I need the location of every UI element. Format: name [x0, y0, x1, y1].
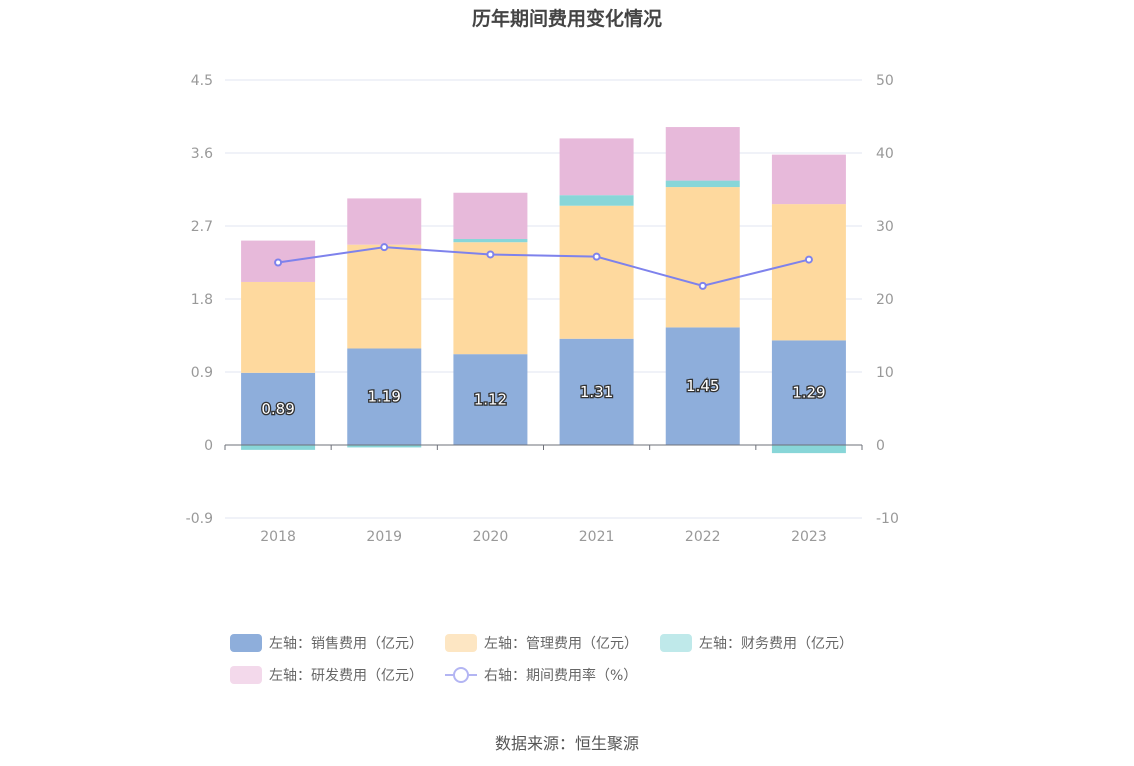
bar-rd-2020 — [453, 192, 528, 239]
bar-sales-2018 — [241, 372, 316, 445]
x-axis-label-2018: 2018 — [260, 529, 296, 545]
bar-admin-2023 — [771, 204, 846, 341]
legend-row-1: 左轴：销售费用（亿元） 左轴：管理费用（亿元） 左轴：财务费用（亿元） — [230, 632, 930, 654]
legend-label-rd: 左轴：研发费用（亿元） — [269, 668, 423, 684]
x-axis-label-2020: 2020 — [473, 529, 509, 545]
bar-sales-2020 — [453, 354, 528, 445]
right-axis-tick-label: 20 — [876, 292, 894, 308]
bar-admin-2022 — [665, 187, 740, 328]
bar-finance-2022 — [665, 180, 740, 188]
left-axis-tick-label: -0.9 — [186, 511, 213, 527]
bar-finance-2021 — [559, 195, 634, 206]
expense-ratio-point-2018 — [274, 258, 283, 267]
legend-label-sales: 左轴：销售费用（亿元） — [269, 636, 423, 652]
bar-sales-2023 — [771, 340, 846, 445]
expense-ratio-point-2022 — [698, 281, 707, 290]
bar-finance-2023 — [771, 445, 846, 454]
data-label-sales-2022: 1.45 — [686, 377, 719, 395]
expense-ratio-point-2019 — [380, 243, 389, 252]
data-source: 数据来源：恒生聚源 — [494, 734, 639, 753]
x-axis-label-2019: 2019 — [366, 529, 402, 545]
bar-admin-2018 — [241, 281, 316, 373]
legend-item-finance[interactable]: 左轴：财务费用（亿元） — [660, 633, 853, 653]
left-axis-tick-label: 2.7 — [191, 219, 213, 235]
legend-item-admin[interactable]: 左轴：管理费用（亿元） — [445, 633, 638, 653]
legend-item-sales[interactable]: 左轴：销售费用（亿元） — [230, 633, 423, 653]
left-axis-tick-label: 3.6 — [191, 146, 213, 162]
x-axis-label-2023: 2023 — [791, 529, 827, 545]
legend-item-expense-ratio[interactable]: 右轴：期间费用率（%） — [445, 665, 637, 685]
bar-sales-2021 — [559, 338, 634, 445]
bar-sales-2019 — [347, 348, 422, 445]
right-axis-tick-label: 40 — [876, 146, 894, 162]
right-axis-tick-label: 10 — [876, 365, 894, 381]
data-label-sales-2018: 0.89 — [261, 400, 294, 418]
left-axis-tick-label: 1.8 — [191, 292, 213, 308]
bar-rd-2019 — [347, 198, 422, 245]
x-axis-label-2022: 2022 — [685, 529, 721, 545]
left-axis-tick-label: 0.9 — [191, 365, 213, 381]
right-axis-tick-label: 30 — [876, 219, 894, 235]
legend-row-2: 左轴：研发费用（亿元） 右轴：期间费用率（%） — [230, 664, 930, 686]
left-axis-tick-label: 0 — [204, 438, 213, 454]
legend-swatch-admin — [445, 634, 477, 652]
x-axis-label-2021: 2021 — [579, 529, 615, 545]
right-axis-tick-label: 50 — [876, 73, 894, 89]
right-axis-tick-label: 0 — [876, 438, 885, 454]
expense-ratio-point-2021 — [592, 252, 601, 261]
legend-swatch-expense-ratio — [445, 666, 477, 684]
expense-ratio-point-2020 — [486, 250, 495, 259]
bar-finance-2020 — [453, 238, 528, 243]
right-axis-tick-label: -10 — [876, 511, 899, 527]
left-axis-tick-label: 4.5 — [191, 73, 213, 89]
chart-legend: 左轴：销售费用（亿元） 左轴：管理费用（亿元） 左轴：财务费用（亿元） 左轴：研… — [230, 632, 930, 696]
data-label-sales-2019: 1.19 — [368, 388, 401, 406]
data-label-sales-2021: 1.31 — [580, 383, 613, 401]
data-label-sales-2023: 1.29 — [792, 384, 825, 402]
bar-finance-2018 — [241, 445, 316, 450]
bar-rd-2023 — [771, 154, 846, 205]
bar-rd-2022 — [665, 127, 740, 181]
expense-ratio-line — [277, 246, 810, 287]
data-label-sales-2020: 1.12 — [474, 391, 507, 409]
legend-swatch-finance — [660, 634, 692, 652]
chart-canvas: 4.5 3.6 2.7 1.8 0.9 0 -0.9 50 40 30 20 10 0 -10 2018 20… — [186, 73, 899, 545]
chart-title: 历年期间费用变化情况 — [471, 8, 662, 30]
bar-admin-2019 — [347, 244, 422, 349]
bar-rd-2021 — [559, 138, 634, 196]
bar-sales-2022 — [665, 327, 740, 445]
bar-admin-2020 — [453, 242, 528, 355]
legend-item-rd[interactable]: 左轴：研发费用（亿元） — [230, 665, 423, 685]
legend-label-finance: 左轴：财务费用（亿元） — [699, 636, 853, 652]
legend-swatch-sales — [230, 634, 262, 652]
legend-label-admin: 左轴：管理费用（亿元） — [484, 636, 638, 652]
legend-label-expense-ratio: 右轴：期间费用率（%） — [484, 668, 638, 684]
legend-swatch-rd — [230, 666, 262, 684]
expense-ratio-point-2023 — [804, 255, 813, 264]
bar-admin-2021 — [559, 205, 634, 339]
bar-finance-2019 — [347, 445, 422, 448]
